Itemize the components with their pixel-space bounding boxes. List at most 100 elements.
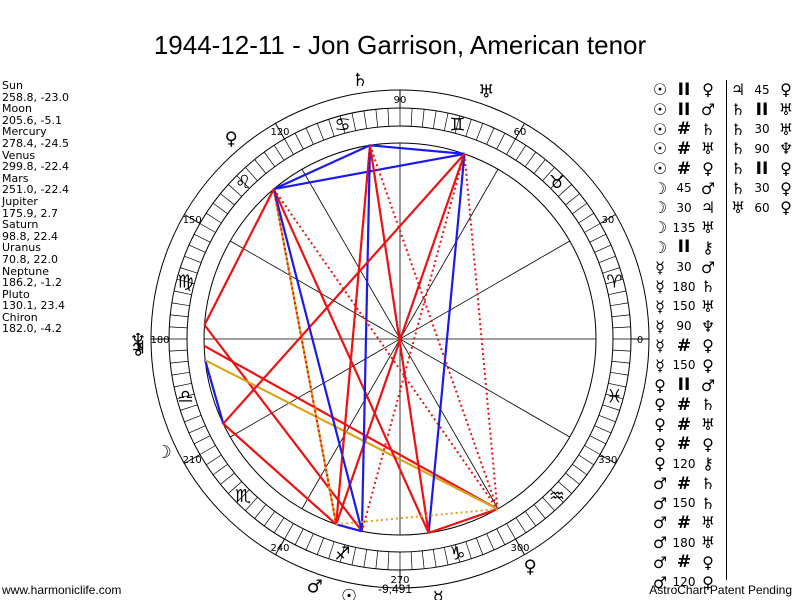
sign-boundary-tick (599, 454, 616, 464)
aspect-planet-b: ♂ (700, 257, 716, 277)
aspect-planet-b: ♀ (702, 434, 714, 454)
aspect-type: 180 (672, 535, 696, 550)
degree-tick (572, 202, 588, 215)
degree-tick (273, 517, 285, 533)
degree-tick (212, 202, 228, 215)
degree-tick (610, 371, 629, 376)
degree-tick (263, 511, 276, 527)
degree-tick (612, 349, 631, 352)
aspect-type: # (676, 394, 692, 415)
degree-label: 270 (390, 575, 409, 586)
aspect-planet-b: ♂ (700, 375, 716, 395)
aspect-row: ♅ 60 ♀ (730, 198, 800, 218)
aspect-row: ♀ # ♅ (652, 415, 727, 435)
degree-tick (524, 511, 537, 527)
aspect-row: ☿ 90 ♆ (652, 316, 727, 336)
planet-glyph-neptune: ♆ (130, 330, 146, 351)
aspect-line (360, 153, 466, 532)
aspect-planet-a: ♀ (654, 395, 666, 415)
aspect-row: ♄ 30 ♀ (730, 178, 800, 198)
aspect-line (369, 145, 430, 534)
degree-tick (194, 233, 211, 243)
aspect-type: 150 (672, 358, 696, 373)
aspect-type: 120 (672, 456, 696, 471)
aspect-planet-a: ♀ (654, 434, 666, 454)
aspect-list-primary: ☉ II ♀ ☉ II ♂ ☉ # ♄ ☉ # ♅ ☉ # ♀ ☽ 45 ♂ ☽ 30 ♃ ☽ 135 ♅ ☽ II ⚷ ☿ 30 ♂ ☿ 1… (652, 80, 727, 592)
degree-tick (184, 255, 202, 263)
aspect-type: 150 (672, 496, 696, 511)
sign-boundary-tick (515, 538, 525, 555)
aspect-row: ♂ 150 ♄ (652, 493, 727, 513)
aspect-planet-b: ♀ (702, 355, 714, 375)
degree-tick (294, 528, 304, 545)
aspect-line (273, 144, 371, 191)
aspect-type: II (755, 99, 769, 120)
degree-tick (199, 223, 216, 233)
degree-tick (169, 349, 188, 352)
planet-name: Uranus (2, 241, 41, 255)
degree-tick (506, 523, 516, 540)
degree-tick (328, 119, 335, 137)
aspect-type: # (676, 473, 692, 494)
degree-tick (387, 551, 390, 570)
degree-tick (220, 472, 235, 485)
aspect-planet-a: ☿ (655, 355, 665, 375)
degree-label: 330 (598, 455, 617, 466)
zodiac-sign-glyph: ♑ (449, 543, 465, 564)
aspect-planet-a: ☉ (652, 100, 668, 120)
aspect-planet-b: ♄ (700, 395, 716, 415)
degree-tick (515, 517, 527, 533)
aspect-planet-b: ♅ (700, 296, 716, 316)
degree-tick (273, 145, 285, 161)
patent-notice: AstroChart Patent Pending (649, 583, 792, 597)
aspect-planet-b: ♅ (778, 119, 794, 139)
aspect-planet-a: ♃ (730, 80, 746, 100)
degree-tick (170, 314, 189, 318)
degree-tick (173, 382, 192, 388)
degree-tick (454, 115, 461, 134)
website-link[interactable]: www.harmoniclife.com (2, 583, 122, 597)
aspect-planet-a: ☽ (652, 237, 668, 257)
planet-coordinates: 258.8, -23.0 (2, 90, 69, 104)
aspect-planet-a: ♂ (652, 552, 668, 572)
degree-tick (351, 112, 357, 131)
degree-label: 60 (514, 127, 527, 138)
degree-tick (228, 481, 242, 494)
aspect-row: ♄ II ♅ (730, 100, 800, 120)
sign-boundary-tick (599, 214, 616, 224)
degree-tick (533, 159, 546, 174)
zodiac-sign-glyph: ♒ (549, 486, 565, 507)
degree-tick (496, 133, 506, 150)
aspect-planet-a: ☿ (655, 336, 665, 356)
aspect-row: ☽ II ⚷ (652, 237, 727, 257)
aspect-row: ♂ # ♀ (652, 552, 727, 572)
degree-label: 0 (637, 335, 643, 346)
aspect-planet-a: ♄ (730, 100, 746, 120)
planet-name: Venus (2, 148, 36, 162)
degree-tick (171, 371, 190, 376)
zodiac-sign-glyph: ♎ (177, 386, 193, 407)
aspect-planet-a: ♂ (652, 493, 668, 513)
zodiac-sign-glyph: ♌ (235, 172, 251, 193)
degree-tick (194, 435, 211, 445)
aspect-line (427, 153, 466, 534)
degree-tick (316, 537, 324, 555)
degree-tick (351, 547, 357, 566)
degree-tick (236, 489, 250, 503)
aspect-planet-a: ☿ (655, 316, 665, 336)
aspect-type: # (676, 119, 692, 140)
aspect-line (203, 324, 363, 532)
planet-coordinates: 98.8, 22.4 (2, 229, 58, 243)
degree-label: 30 (601, 215, 614, 226)
aspect-row: ☉ # ♀ (652, 159, 727, 179)
degree-tick (589, 233, 606, 243)
sign-boundary-tick (275, 123, 285, 140)
aspect-planet-a: ♂ (652, 474, 668, 494)
degree-tick (206, 454, 222, 466)
aspect-planet-b: ♂ (700, 100, 716, 120)
planet-coordinates: 278.4, -24.5 (2, 136, 69, 150)
aspect-line (369, 144, 499, 510)
zodiac-sign-glyph: ♍ (177, 272, 193, 293)
degree-tick (254, 504, 267, 519)
aspect-type: 45 (754, 82, 770, 97)
